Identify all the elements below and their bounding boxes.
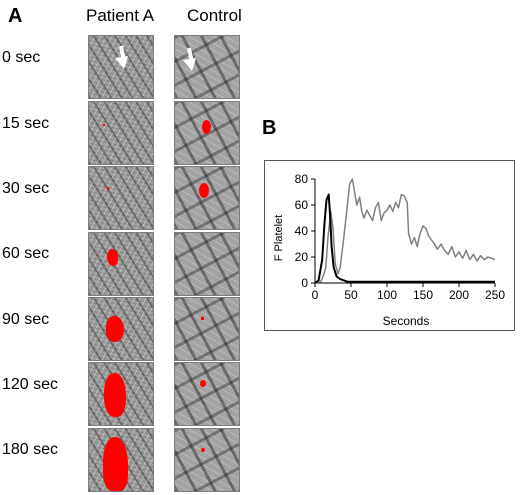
series-line-black	[314, 193, 495, 284]
control-frame-0s	[174, 35, 240, 99]
control-frame-120s	[174, 362, 240, 426]
chart-frame: 0 20 40 60 80 0 50 100 150 200 250 F Platelet Seco…	[264, 160, 515, 331]
control-frame-90s	[174, 297, 240, 361]
thrombus	[202, 120, 211, 134]
control-frame-15s	[174, 101, 240, 165]
y-tick-label: 80	[295, 172, 309, 186]
x-tick-label: 150	[413, 288, 433, 302]
thrombus	[200, 380, 206, 387]
x-tick-label: 250	[485, 288, 505, 302]
thrombus-spot	[201, 317, 204, 320]
series-line-grey	[314, 178, 496, 284]
x-tick-label: 100	[377, 288, 397, 302]
y-tick-label: 60	[295, 198, 309, 212]
control-frame-60s	[174, 232, 240, 296]
control-frame-180s	[174, 428, 240, 492]
patient-a-frame-180s	[88, 428, 154, 492]
panel-b-letter: B	[262, 117, 277, 139]
time-label-90: 90 sec	[2, 311, 50, 328]
thrombus	[104, 373, 126, 417]
control-frame-30s	[174, 166, 240, 230]
y-axis-label: F Platelet	[273, 215, 285, 261]
patient-a-frame-90s	[88, 297, 154, 361]
column-header-control: Control	[187, 6, 242, 25]
patient-a-frame-0s	[88, 35, 154, 99]
x-tick-label: 0	[312, 288, 319, 302]
chart-axes: 0 20 40 60 80 0 50 100 150 200 250	[295, 172, 506, 302]
patient-a-frame-30s	[88, 166, 154, 230]
thrombus	[107, 249, 118, 266]
panel-a-letter: A	[8, 5, 23, 27]
platelet-chart: 0 20 40 60 80 0 50 100 150 200 250 F Platelet Seco…	[273, 172, 506, 328]
flow-direction-arrow-icon	[115, 45, 128, 69]
y-tick-label: 20	[295, 250, 309, 264]
time-label-30: 30 sec	[2, 180, 50, 197]
thrombus	[106, 316, 124, 342]
time-label-0: 0 sec	[2, 49, 41, 66]
time-label-180: 180 sec	[2, 441, 59, 458]
thrombus-spot	[201, 448, 205, 452]
time-label-15: 15 sec	[2, 115, 50, 132]
time-label-120: 120 sec	[2, 376, 59, 393]
column-header-patient-a: Patient A	[86, 6, 155, 25]
thrombus-spot	[103, 124, 105, 126]
y-tick-label: 0	[301, 276, 308, 290]
x-axis-label: Seconds	[383, 314, 430, 328]
flow-direction-arrow-icon	[183, 47, 196, 71]
thrombus	[103, 437, 128, 491]
time-label-60: 60 sec	[2, 245, 50, 262]
x-tick-label: 200	[449, 288, 469, 302]
x-tick-label: 50	[344, 288, 358, 302]
patient-a-frame-120s	[88, 362, 154, 426]
patient-a-frame-60s	[88, 232, 154, 296]
y-tick-label: 40	[295, 224, 309, 238]
patient-a-frame-15s	[88, 101, 154, 165]
thrombus	[199, 183, 209, 198]
chart-series	[314, 178, 496, 284]
thrombus-spot	[107, 187, 109, 190]
